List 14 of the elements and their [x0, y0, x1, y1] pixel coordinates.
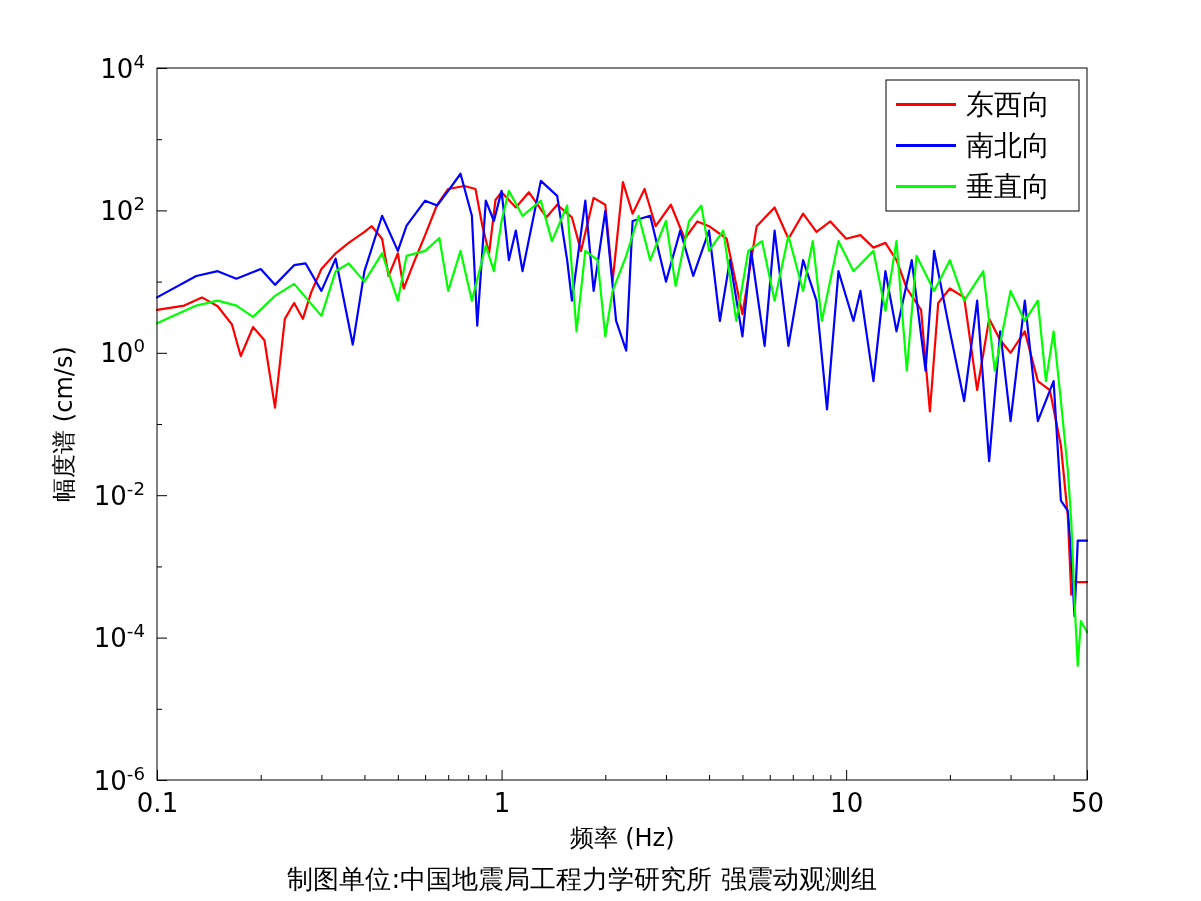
- y-tick-label: 10$^{0}$: [100, 334, 145, 369]
- y-tick-label: 10$^{-4}$: [93, 619, 145, 654]
- x-tick-label: 10: [830, 788, 864, 818]
- y-axis-title: 幅度谱 (cm/s): [50, 346, 78, 502]
- legend-label: 南北向: [966, 129, 1050, 163]
- y-tick-label: 10$^{-2}$: [93, 477, 145, 511]
- legend-label: 东西向: [966, 88, 1050, 122]
- x-tick-label: 1: [493, 788, 511, 818]
- x-tick-label: 50: [1070, 788, 1105, 818]
- y-tick-label: 10$^{4}$: [100, 50, 145, 84]
- text: 制图单位:中国地震局工程力学研究所 强震动观测组: [287, 864, 877, 894]
- legend-label: 垂直向: [966, 170, 1050, 204]
- x-axis-title: 频率 (Hz): [569, 824, 675, 852]
- y-tick-label: 10$^{2}$: [100, 192, 145, 226]
